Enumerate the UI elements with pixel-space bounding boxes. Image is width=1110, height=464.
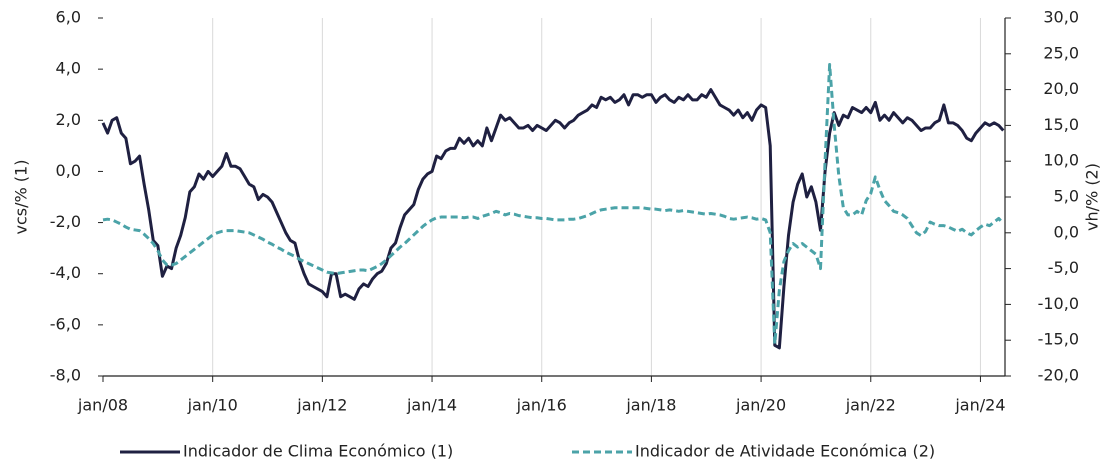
y2-tick-label: 30,0	[1043, 8, 1079, 27]
legend-label: Indicador de Clima Económico (1)	[183, 442, 453, 461]
y2-tick-label: -15,0	[1038, 330, 1079, 349]
y2-tick-label: -5,0	[1048, 258, 1079, 277]
x-tick-label: jan/14	[406, 396, 457, 415]
x-tick-label: jan/16	[516, 396, 567, 415]
y2-tick-label: 10,0	[1043, 151, 1079, 170]
y-tick-label: 4,0	[56, 59, 81, 78]
y2-tick-label: 20,0	[1043, 79, 1079, 98]
y-tick-label: -6,0	[50, 314, 81, 333]
y-axis-title: vcs/% (1)	[12, 160, 31, 235]
legend-label: Indicador de Atividade Económica (2)	[635, 442, 935, 461]
y2-tick-label: -20,0	[1038, 366, 1079, 385]
y-tick-label: -4,0	[50, 263, 81, 282]
y2-tick-label: -10,0	[1038, 294, 1079, 313]
y2-tick-label: 25,0	[1043, 43, 1079, 62]
x-tick-label: jan/08	[77, 396, 128, 415]
y-tick-label: -2,0	[50, 212, 81, 231]
y2-tick-label: 5,0	[1054, 187, 1079, 206]
y2-tick-label: 15,0	[1043, 115, 1079, 134]
x-tick-label: jan/18	[625, 396, 676, 415]
y2-tick-label: 0,0	[1054, 222, 1079, 241]
y-tick-label: 2,0	[56, 110, 81, 129]
series-line	[102, 63, 1005, 346]
x-tick-label: jan/20	[735, 396, 786, 415]
y-tick-label: -8,0	[50, 366, 81, 385]
x-tick-label: jan/24	[954, 396, 1005, 415]
x-tick-label: jan/22	[845, 396, 896, 415]
series-line	[101, 88, 1005, 350]
y-tick-label: 6,0	[56, 8, 81, 27]
x-tick-label: jan/12	[296, 396, 347, 415]
y-tick-label: 0,0	[56, 161, 81, 180]
y2-axis-title: vh/% (2)	[1083, 163, 1102, 231]
x-tick-label: jan/10	[187, 396, 238, 415]
